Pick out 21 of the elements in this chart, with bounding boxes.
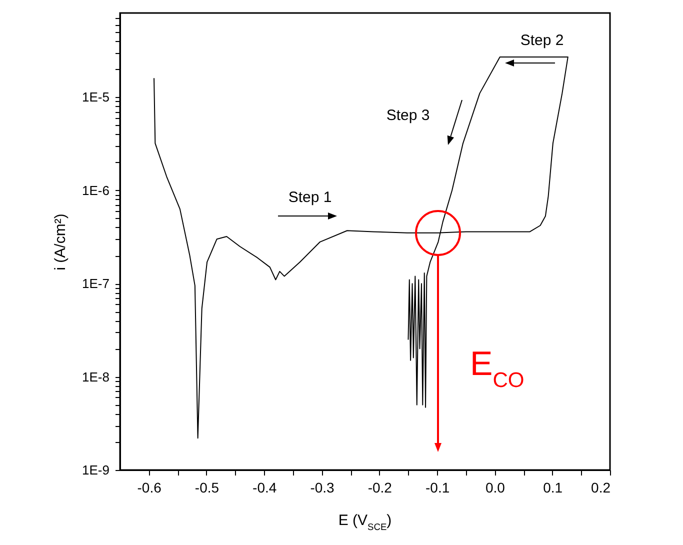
x-tick-label: -0.5 <box>194 480 220 496</box>
x-axis-title: E (V$_{SCE}$) <box>338 512 392 532</box>
annotation: E$_{CO}$ <box>470 345 524 392</box>
x-tick-label: -0.1 <box>425 480 450 496</box>
y-tick-label: 1E-6 <box>82 182 110 198</box>
x-tick-label: 0.0 <box>485 480 506 496</box>
y-tick-label: 1E-5 <box>82 90 110 105</box>
x-tick-label: -0.3 <box>310 480 335 496</box>
y-tick-label: 1E-8 <box>82 369 110 384</box>
y-tick-label: 1E-7 <box>82 276 110 292</box>
annotation: Step 1 <box>288 189 332 206</box>
line-series <box>154 56 568 439</box>
x-tick-label: -0.2 <box>368 480 392 496</box>
x-tick-label: -0.6 <box>137 480 162 496</box>
x-tick-label: 0.2 <box>591 480 611 496</box>
x-tick-label: -0.4 <box>252 480 277 496</box>
y-tick-label: 1E-9 <box>82 462 110 478</box>
y-axis-title: i (A/cm²) <box>52 214 70 270</box>
annotation: Step 3 <box>386 107 430 124</box>
x-tick-label: 0.1 <box>543 480 563 496</box>
annotation: Step 2 <box>520 32 564 49</box>
